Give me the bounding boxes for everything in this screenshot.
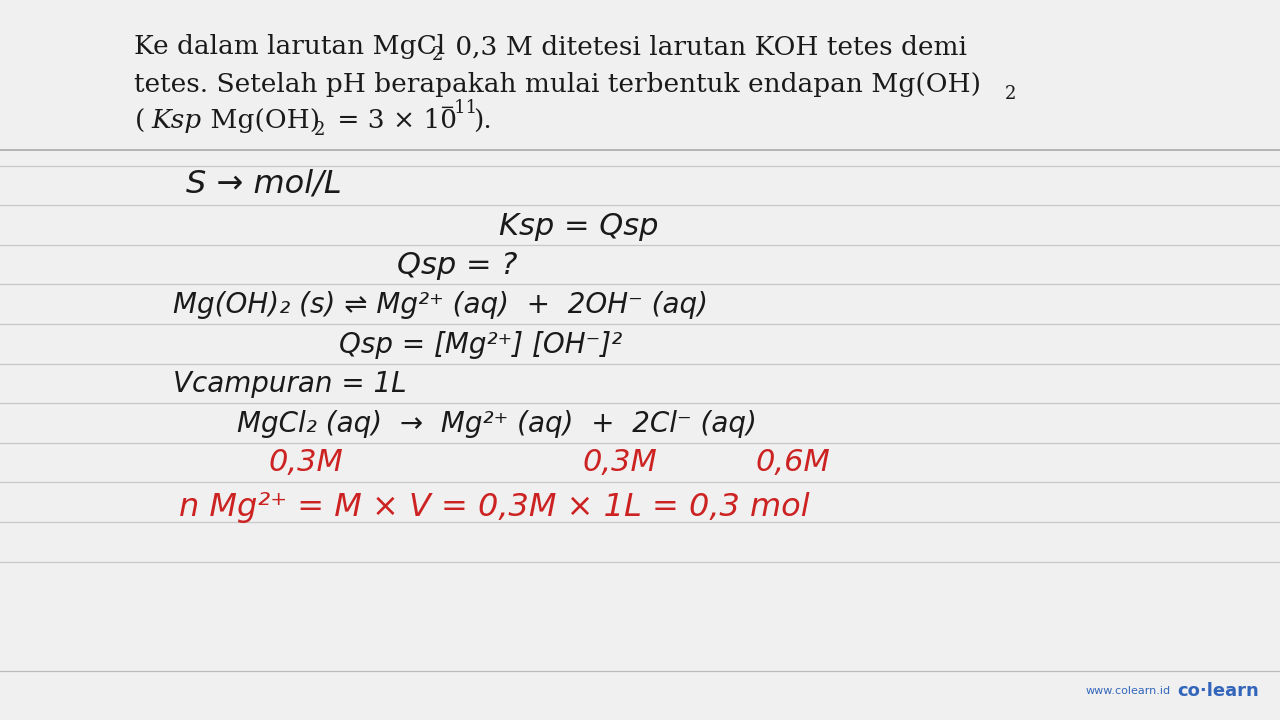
Text: co·learn: co·learn <box>1178 683 1260 700</box>
Text: 0,3M: 0,3M <box>269 448 343 477</box>
Text: S → mol/L: S → mol/L <box>186 168 342 199</box>
Text: = 3 × 10: = 3 × 10 <box>329 109 457 133</box>
Text: Ksp: Ksp <box>151 109 201 133</box>
Text: (: ( <box>134 109 145 133</box>
Text: Ksp = Qsp: Ksp = Qsp <box>499 212 659 240</box>
Text: n Mg²⁺ = M × V = 0,3M × 1L = 0,3 mol: n Mg²⁺ = M × V = 0,3M × 1L = 0,3 mol <box>179 492 810 523</box>
Text: Qsp = ?: Qsp = ? <box>397 251 517 280</box>
Text: 2: 2 <box>431 46 443 64</box>
Text: 2: 2 <box>1005 85 1016 102</box>
Text: −11: −11 <box>439 99 477 117</box>
Text: MgCl₂ (aq)  →  Mg²⁺ (aq)  +  2Cl⁻ (aq): MgCl₂ (aq) → Mg²⁺ (aq) + 2Cl⁻ (aq) <box>237 410 756 438</box>
Text: Vcampuran = 1L: Vcampuran = 1L <box>173 371 407 398</box>
Text: 0,3 M ditetesi larutan KOH tetes demi: 0,3 M ditetesi larutan KOH tetes demi <box>447 35 966 59</box>
Text: tetes. Setelah pH berapakah mulai terbentuk endapan Mg(OH): tetes. Setelah pH berapakah mulai terben… <box>134 73 982 97</box>
Text: 0,3M: 0,3M <box>582 448 657 477</box>
Text: 0,6M: 0,6M <box>755 448 829 477</box>
Text: Ke dalam larutan MgCl: Ke dalam larutan MgCl <box>134 35 445 59</box>
Text: www.colearn.id: www.colearn.id <box>1085 686 1171 696</box>
Text: 2: 2 <box>314 120 325 138</box>
Text: Mg(OH)₂ (s) ⇌ Mg²⁺ (aq)  +  2OH⁻ (aq): Mg(OH)₂ (s) ⇌ Mg²⁺ (aq) + 2OH⁻ (aq) <box>173 292 708 319</box>
Text: Mg(OH): Mg(OH) <box>202 109 320 133</box>
Text: Qsp = [Mg²⁺] [OH⁻]²: Qsp = [Mg²⁺] [OH⁻]² <box>339 331 622 359</box>
Text: ).: ). <box>474 109 493 133</box>
